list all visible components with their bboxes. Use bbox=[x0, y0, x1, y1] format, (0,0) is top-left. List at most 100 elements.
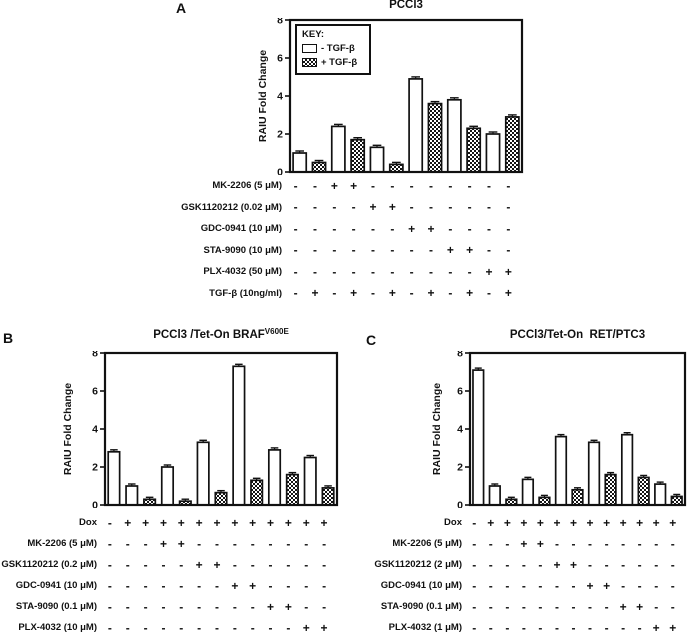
y-tick-label: 4 bbox=[457, 424, 463, 436]
treatment-sign: + bbox=[569, 515, 577, 530]
treatment-sign: + bbox=[466, 243, 474, 258]
panel-a-letter: A bbox=[176, 0, 187, 16]
bar-white bbox=[554, 435, 568, 506]
treatment-sign: - bbox=[409, 264, 414, 279]
treatment-sign: - bbox=[125, 599, 130, 614]
treatment-sign: + bbox=[446, 243, 454, 258]
treatment-row: GDC-0941 (10 μM) - - - - - - - + + - - - - bbox=[340, 575, 681, 596]
panel-c-letter: C bbox=[366, 332, 377, 348]
treatment-sign: - bbox=[250, 557, 255, 572]
treatment-sign: - bbox=[293, 264, 298, 279]
treatment-sign: - bbox=[637, 536, 642, 551]
bar-white bbox=[267, 449, 282, 506]
treatment-sign: - bbox=[554, 578, 559, 593]
legend-key-box: KEY: - TGF-β + TGF-β bbox=[295, 24, 371, 75]
treatment-signs: - - - + + - - - - - - - - bbox=[466, 538, 681, 550]
treatment-sign: - bbox=[197, 578, 202, 593]
bar-white bbox=[472, 369, 485, 506]
treatment-sign: - bbox=[505, 557, 510, 572]
treatment-sign: + bbox=[636, 599, 644, 614]
treatment-sign: - bbox=[538, 620, 543, 635]
treatment-sign: - bbox=[332, 200, 337, 215]
treatment-sign: - bbox=[486, 286, 491, 301]
treatment-signs: - + + + + + + + + + + + + bbox=[101, 517, 333, 529]
treatment-sign: - bbox=[161, 599, 166, 614]
treatment-sign: - bbox=[107, 620, 112, 635]
treatment-sign: - bbox=[505, 620, 510, 635]
treatment-sign: - bbox=[472, 620, 477, 635]
key-label-minus-tgfb: - TGF-β bbox=[321, 43, 355, 54]
treatment-sign: + bbox=[177, 536, 185, 551]
treatment-row: GSK1120212 (0.2 μM) - - - - - + + - - - - - - bbox=[0, 554, 333, 575]
treatment-label: GSK1120212 (2 μM) bbox=[374, 559, 462, 570]
treatment-signs: - - - - - - - + + - - - - bbox=[101, 580, 333, 592]
treatment-sign: - bbox=[143, 536, 148, 551]
bar-hatched bbox=[388, 163, 404, 173]
treatment-label: STA-9090 (0.1 μM) bbox=[380, 601, 462, 612]
y-tick-label: 8 bbox=[277, 18, 283, 27]
treatment-sign: - bbox=[604, 557, 609, 572]
treatment-sign: + bbox=[619, 515, 627, 530]
bar-white bbox=[654, 483, 667, 506]
treatment-sign: - bbox=[621, 557, 626, 572]
treatment-sign: + bbox=[302, 515, 310, 530]
bar-white bbox=[196, 441, 210, 506]
treatment-sign: - bbox=[322, 599, 327, 614]
treatment-sign: - bbox=[370, 221, 375, 236]
treatment-sign: - bbox=[390, 221, 395, 236]
bar-white bbox=[408, 78, 424, 173]
treatment-signs: - - - - - - - - - - - + + bbox=[466, 622, 681, 634]
treatment-sign: - bbox=[312, 178, 317, 193]
treatment-sign: - bbox=[428, 243, 433, 258]
treatment-sign: + bbox=[619, 599, 627, 614]
treatment-sign: + bbox=[520, 515, 528, 530]
treatment-sign: - bbox=[332, 286, 337, 301]
treatment-sign: + bbox=[159, 515, 167, 530]
treatment-sign: - bbox=[293, 178, 298, 193]
bar-hatched bbox=[321, 487, 335, 506]
treatment-sign: - bbox=[505, 578, 510, 593]
panel-a-title-text: PCCl3 bbox=[389, 0, 423, 11]
treatment-sign: - bbox=[322, 536, 327, 551]
treatment-signs: - - - - - - + + - - - - bbox=[286, 223, 518, 235]
treatment-sign: - bbox=[293, 286, 298, 301]
treatment-sign: + bbox=[427, 221, 435, 236]
bar-hatched bbox=[604, 473, 617, 506]
treatment-sign: - bbox=[143, 620, 148, 635]
bar-hatched bbox=[427, 102, 443, 173]
treatment-sign: - bbox=[654, 557, 659, 572]
bar-hatched bbox=[670, 495, 683, 506]
treatment-sign: - bbox=[472, 599, 477, 614]
treatment-sign: + bbox=[536, 536, 544, 551]
treatment-sign: - bbox=[332, 264, 337, 279]
key-entry-minus-tgfb: - TGF-β bbox=[302, 43, 364, 54]
treatment-sign: - bbox=[161, 557, 166, 572]
bar-white bbox=[587, 441, 601, 506]
treatment-sign: - bbox=[125, 620, 130, 635]
treatment-sign: - bbox=[670, 557, 675, 572]
treatment-sign: + bbox=[320, 515, 328, 530]
treatment-sign: + bbox=[142, 515, 150, 530]
treatment-sign: - bbox=[107, 578, 112, 593]
bar-hatched bbox=[504, 116, 520, 173]
treatment-sign: - bbox=[538, 557, 543, 572]
treatment-sign: - bbox=[554, 536, 559, 551]
treatment-sign: - bbox=[250, 620, 255, 635]
bar-white bbox=[160, 466, 175, 506]
treatment-signs: - - - - - - - - - + + - - bbox=[466, 601, 681, 613]
treatment-signs: - - - - + + - - - - - - bbox=[286, 201, 518, 213]
panel-a-title: PCCl3 bbox=[290, 0, 522, 11]
treatment-sign: + bbox=[603, 515, 611, 530]
treatment-sign: - bbox=[621, 578, 626, 593]
bar-white bbox=[369, 146, 385, 173]
treatment-row: Dox - + + + + + + + + + + + + bbox=[340, 512, 681, 533]
treatment-sign: + bbox=[213, 557, 221, 572]
treatment-sign: - bbox=[428, 178, 433, 193]
treatment-sign: - bbox=[312, 221, 317, 236]
panel-b-treatment-matrix: Dox - + + + + + + + + + + + + MK-2206 (5 μM) - - - + + - - - - -… bbox=[0, 512, 333, 638]
panel-b-bar-plot: 0 2 4 6 8 bbox=[92, 351, 339, 508]
bar-white bbox=[620, 433, 634, 506]
treatment-sign: + bbox=[636, 515, 644, 530]
white-bar-swatch bbox=[302, 44, 317, 53]
